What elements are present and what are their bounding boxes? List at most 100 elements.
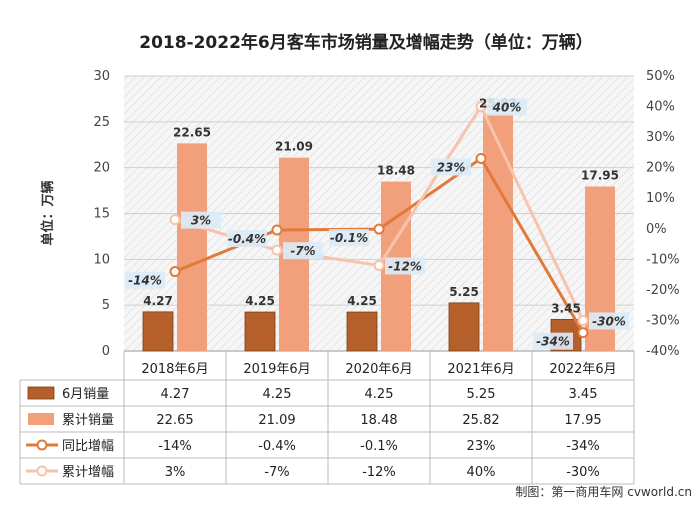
- table-cell: -14%: [158, 439, 192, 454]
- line-value-label: -12%: [388, 259, 422, 273]
- table-cell: 40%: [467, 465, 496, 480]
- y-tick-label: 15: [93, 207, 110, 222]
- line-value-label: -0.4%: [228, 232, 266, 246]
- pct-label-bg: [329, 229, 369, 247]
- x-tick-label: 2019年6月: [243, 362, 310, 377]
- line-point: [577, 327, 589, 339]
- y2-tick-label: -10%: [646, 252, 680, 267]
- legend-key-marker: [36, 439, 48, 451]
- table-cell: 3.45: [569, 387, 598, 402]
- line-value-label: -7%: [290, 244, 315, 258]
- chart-title: 2018-2022年6月客车市场销量及增幅走势（单位：万辆）: [139, 32, 593, 53]
- y-tick-label: 10: [93, 252, 110, 267]
- data-table: 2018年6月 2019年6月 2020年6月 2021年6月 2022年6月 6月销量 4…: [19, 351, 635, 485]
- legend-key-bar: [28, 413, 54, 425]
- legend-label: 同比增幅: [62, 439, 114, 454]
- line-point: [271, 224, 283, 236]
- x-tick-label: 2018年6月: [141, 362, 208, 377]
- y2-axis: -40% -30% -20% -10% 0% 10% 20% 30% 40% 50%: [646, 69, 680, 359]
- y-tick-label: 5: [102, 298, 110, 313]
- bar-value-label: 21.09: [275, 140, 313, 154]
- line-value-label: 23%: [437, 161, 466, 175]
- line-value-label: -34%: [536, 335, 570, 349]
- line-value-label: 3%: [191, 214, 211, 228]
- pct-label-bg: [589, 312, 629, 330]
- legend-key-marker: [36, 465, 48, 477]
- x-tick-label: 2020年6月: [345, 362, 412, 377]
- bar-value-label: 22.65: [173, 125, 211, 139]
- y2-tick-label: 10%: [646, 191, 675, 206]
- pct-label-bg: [181, 211, 221, 229]
- line-point: [373, 259, 385, 271]
- pct-label-bg: [125, 271, 165, 289]
- table-cell: 21.09: [258, 413, 295, 428]
- table-cell: 25.82: [462, 413, 499, 428]
- bar-monthly: [142, 311, 174, 352]
- bar-value-label: 4.25: [347, 294, 377, 308]
- bar-value-label: 3.45: [551, 301, 581, 315]
- watermark: 制图：第一商用车网 cvworld.cn: [515, 484, 692, 499]
- line-value-label: 40%: [492, 101, 522, 115]
- table-cell: -12%: [362, 465, 396, 480]
- line-point: [169, 214, 181, 226]
- bar-value-label: 18.48: [377, 164, 415, 178]
- line-point: [169, 266, 181, 278]
- pct-label-bg: [283, 242, 323, 260]
- pct-label-bg: [385, 257, 425, 275]
- table-cell: 4.25: [365, 387, 394, 402]
- y2-tick-label: 50%: [646, 69, 675, 84]
- table-cell: 17.95: [564, 413, 601, 428]
- bar-value-label: 17.95: [581, 168, 619, 182]
- table-cell: 3%: [165, 465, 186, 480]
- y2-tick-label: 0%: [646, 222, 667, 237]
- pct-label-bg: [533, 332, 573, 350]
- line-point: [373, 223, 385, 235]
- legend-key-bar: [27, 386, 55, 400]
- y2-tick-label: 20%: [646, 161, 675, 176]
- bar-monthly: [448, 302, 480, 352]
- line-point: [475, 101, 487, 113]
- x-tick-label: 2021年6月: [447, 362, 514, 377]
- y2-tick-label: -40%: [646, 344, 680, 359]
- table-cell: 23%: [467, 439, 496, 454]
- bar-cumulative: [483, 114, 513, 351]
- line-value-label: -14%: [128, 274, 162, 288]
- x-tick-label: 2022年6月: [549, 362, 616, 377]
- pct-label-bg: [227, 230, 267, 247]
- y-tick-label: 0: [102, 344, 110, 359]
- y-tick-label: 20: [93, 161, 110, 176]
- bar-value-label: 4.25: [245, 294, 275, 308]
- table-cell: 4.27: [161, 387, 190, 402]
- y2-tick-label: 40%: [646, 100, 675, 115]
- table-cell: -0.1%: [360, 439, 398, 454]
- line-value-label: -0.1%: [330, 231, 368, 245]
- pct-label-bg: [487, 98, 527, 116]
- table-cell: 18.48: [360, 413, 397, 428]
- y2-tick-label: 30%: [646, 130, 675, 145]
- line-point: [577, 314, 589, 326]
- pct-label-bg: [431, 158, 471, 176]
- table-cell: -30%: [566, 465, 600, 480]
- line-point: [475, 153, 487, 164]
- bar-cumulative: [177, 143, 207, 351]
- line-point: [271, 244, 283, 256]
- legend-label: 累计销量: [62, 413, 114, 428]
- table-cell: -7%: [264, 465, 289, 480]
- legend-label: 6月销量: [62, 387, 109, 402]
- y-tick-label: 25: [93, 115, 110, 130]
- table-cell: 22.65: [156, 413, 193, 428]
- bar-monthly: [244, 311, 276, 352]
- y2-tick-label: -30%: [646, 313, 680, 328]
- y-axis: 0 5 10 15 20 25 30: [93, 69, 110, 359]
- table-cell: -0.4%: [258, 439, 296, 454]
- legend-label: 累计增幅: [62, 465, 114, 480]
- data-labels: 4.274.254.255.253.4522.6521.0918.4825.82…: [125, 96, 629, 350]
- line-value-label: -30%: [592, 314, 626, 328]
- table-cell: 4.25: [263, 387, 292, 402]
- y2-tick-label: -20%: [646, 283, 680, 298]
- bar-value-label: 5.25: [449, 285, 479, 299]
- y-tick-label: 30: [93, 69, 110, 84]
- table-cell: 5.25: [467, 387, 496, 402]
